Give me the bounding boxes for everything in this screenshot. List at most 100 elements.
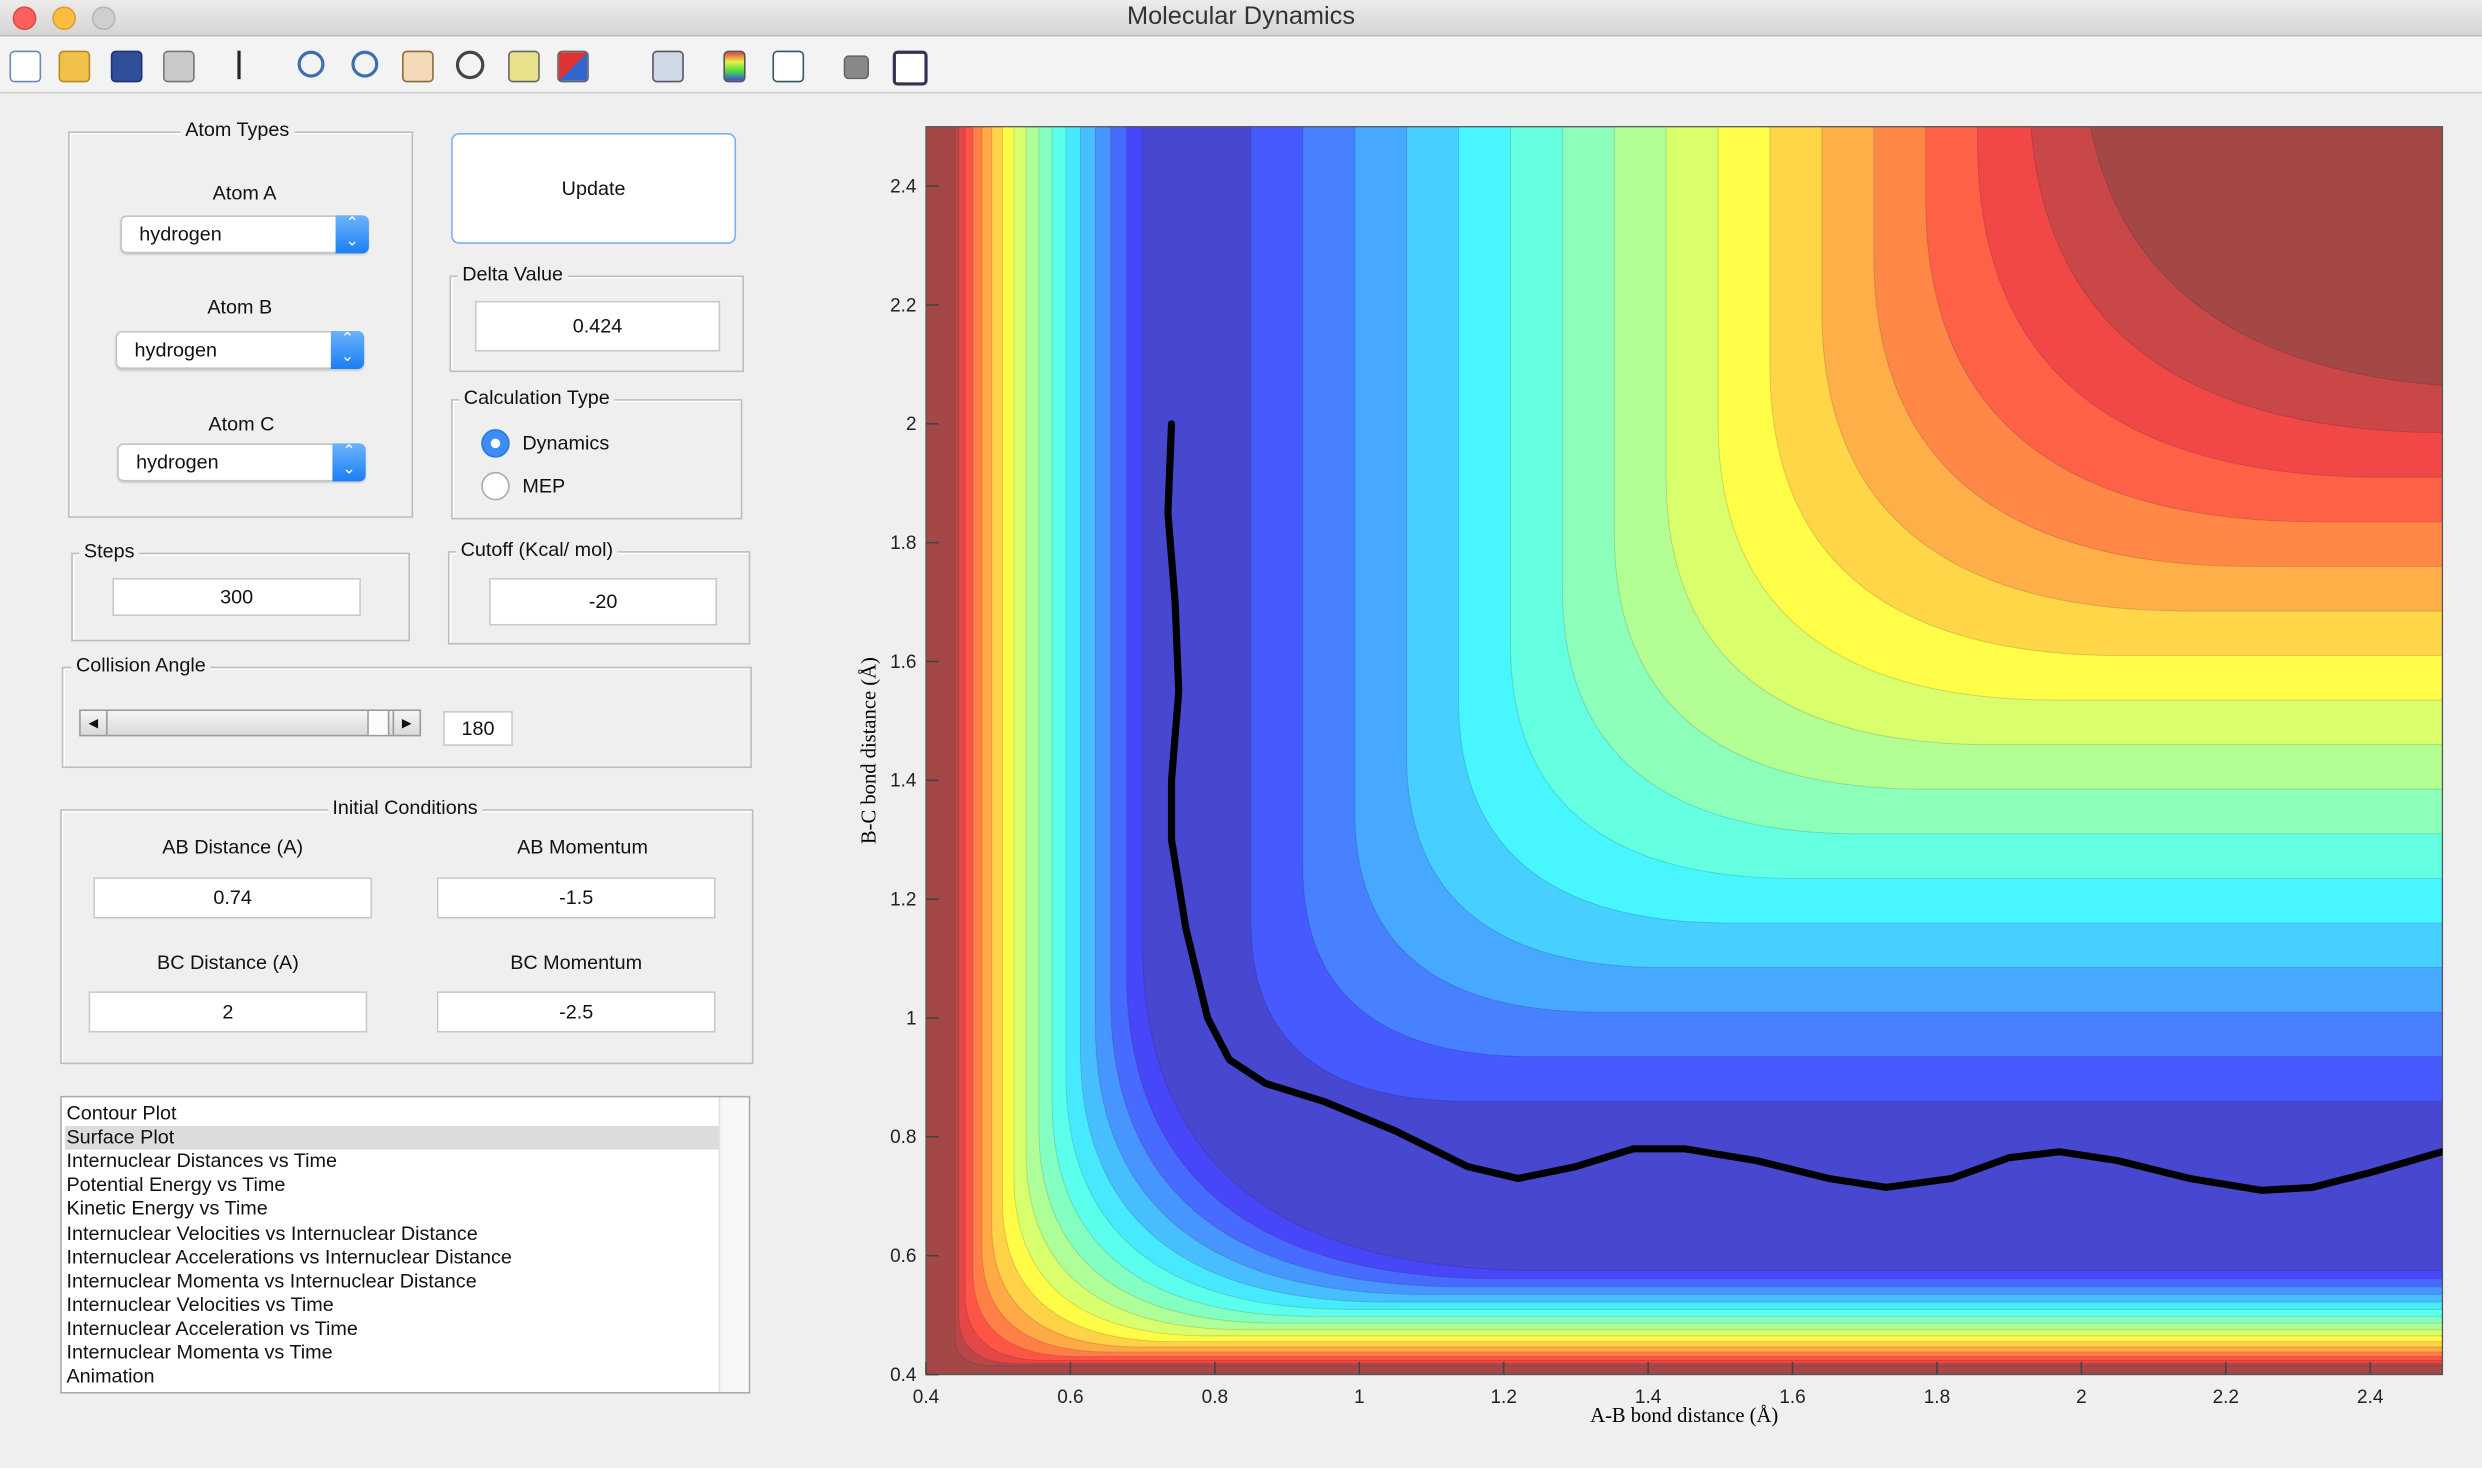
panel-title: Collision Angle [71, 654, 211, 677]
slider-thumb[interactable] [367, 711, 390, 735]
slider-right-arrow[interactable]: ▶ [392, 711, 420, 735]
atom-dropdown[interactable]: hydrogen ⌃ ⌄ [117, 443, 366, 482]
brush[interactable] [557, 50, 589, 83]
list-item[interactable]: Internuclear Acceleration vs Time [66, 1317, 358, 1340]
radio-button[interactable] [481, 471, 510, 501]
list-item[interactable]: Internuclear Velocities vs Internuclear … [66, 1221, 478, 1244]
list-item[interactable]: Animation [66, 1365, 155, 1388]
radio-label: MEP [522, 475, 566, 498]
steps-input[interactable]: 300 [112, 578, 361, 617]
cutoff-input[interactable]: -20 [489, 578, 718, 626]
list-item[interactable]: Internuclear Momenta vs Internuclear Dis… [66, 1269, 477, 1292]
pan[interactable] [402, 50, 434, 83]
field-label: BC Momentum [510, 951, 643, 974]
atom-dropdown[interactable]: hydrogen ⌃ ⌄ [115, 330, 365, 369]
y-tick-label: 1.4 [890, 771, 916, 792]
x-axis-label: A-B bond distance (Å) [1590, 1405, 1778, 1427]
data-cursor[interactable] [508, 50, 540, 83]
panel-title: Atom Types [180, 118, 295, 141]
dropdown-arrow: ⌃ ⌄ [332, 443, 366, 482]
select-tool[interactable] [237, 50, 259, 80]
hide-plot-tools[interactable] [843, 55, 870, 80]
link-plot[interactable] [652, 50, 684, 83]
list-item[interactable]: Surface Plot [64, 1126, 719, 1150]
minimize-button[interactable] [52, 6, 76, 31]
x-tick-label: 2 [2076, 1387, 2087, 1408]
close-button[interactable] [12, 6, 37, 31]
delta-value-panel: Delta Value [449, 262, 744, 373]
delta-value-input[interactable]: 0.424 [474, 300, 721, 352]
radio-label: Dynamics [522, 432, 610, 455]
bc-distance-input[interactable]: 2 [88, 991, 368, 1033]
field-label: BC Distance (A) [157, 951, 299, 974]
list-item[interactable]: Internuclear Velocities vs Time [66, 1293, 334, 1316]
x-tick-label: 0.6 [1057, 1387, 1083, 1408]
x-tick-label: 2.2 [2213, 1387, 2239, 1408]
show-plot-tools[interactable] [892, 50, 928, 86]
y-tick-label: 2.2 [890, 295, 916, 316]
collision-angle-panel: Collision Angle [61, 654, 752, 769]
axes-box [925, 126, 2444, 1376]
list-item[interactable]: Internuclear Distances vs Time [66, 1149, 338, 1173]
zoom-in[interactable] [297, 50, 325, 78]
dropdown-value: hydrogen [134, 338, 218, 362]
x-tick-label: 0.4 [913, 1387, 939, 1408]
plot-type-list: Contour Plot Surface Plot Internuclear Dis… [60, 1095, 751, 1394]
ab-momentum-input[interactable]: -1.5 [436, 877, 716, 919]
insert-colorbar[interactable] [723, 50, 746, 83]
zoom-button[interactable] [91, 6, 116, 31]
print[interactable] [163, 50, 195, 83]
y-tick-label: 1.2 [890, 890, 916, 911]
list-scrollbar[interactable] [718, 1097, 749, 1392]
window-title: Molecular Dynamics [1126, 3, 1355, 31]
rotate[interactable] [455, 50, 485, 80]
x-tick-label: 1 [1354, 1387, 1365, 1408]
title-bar: Molecular Dynamics [0, 0, 2482, 37]
dropdown-value: hydrogen [139, 223, 222, 246]
y-tick-label: 0.6 [890, 1246, 916, 1267]
potential-surface [926, 126, 2443, 1375]
surface-band [2089, 126, 2443, 386]
list-item[interactable]: Internuclear Accelerations vs Internucle… [66, 1245, 512, 1268]
x-tick-label: 2.4 [2357, 1387, 2383, 1408]
y-tick-label: 2.4 [890, 176, 916, 197]
y-tick-label: 0.4 [890, 1365, 916, 1386]
y-tick-label: 2 [906, 414, 917, 435]
list-item[interactable]: Internuclear Momenta vs Time [66, 1341, 333, 1364]
initial-conditions-panel: Initial Conditions [60, 796, 754, 1065]
atom-label: Atom C [208, 413, 275, 436]
atom-types-panel: Atom Types [68, 118, 414, 518]
dropdown-value: hydrogen [136, 451, 219, 474]
ab-distance-input[interactable]: 0.74 [93, 877, 372, 919]
angle-input[interactable]: 180 [443, 711, 513, 746]
new-figure[interactable] [9, 50, 42, 83]
list-item[interactable]: Kinetic Energy vs Time [66, 1197, 268, 1220]
x-tick-label: 1.2 [1490, 1387, 1516, 1408]
y-tick-label: 0.8 [890, 1127, 916, 1148]
open-file[interactable] [58, 50, 91, 83]
angle-slider[interactable]: ◀ ▶ [79, 709, 422, 737]
cutoff-panel: Cutoff (Kcal/ mol) [447, 538, 751, 645]
update-button[interactable]: Update [451, 133, 737, 244]
panel-title: Initial Conditions [327, 796, 483, 819]
button-label: Update [561, 177, 626, 200]
save[interactable] [110, 50, 143, 83]
dropdown-arrow: ⌃ ⌄ [330, 330, 365, 369]
y-axis-label: B-C bond distance (Å) [858, 657, 880, 844]
list-item[interactable]: Contour Plot [66, 1102, 177, 1125]
y-tick-label: 1 [906, 1008, 917, 1029]
bc-momentum-input[interactable]: -2.5 [436, 991, 716, 1033]
atom-label: Atom B [207, 296, 273, 319]
radio-button[interactable] [481, 429, 510, 458]
panel-title: Cutoff (Kcal/ mol) [455, 538, 618, 561]
insert-legend[interactable] [772, 50, 805, 83]
list-item[interactable]: Potential Energy vs Time [66, 1173, 286, 1197]
x-tick-label: 0.8 [1202, 1387, 1228, 1408]
panel-title: Calculation Type [459, 386, 615, 409]
atom-dropdown[interactable]: hydrogen ⌃ ⌄ [120, 215, 369, 254]
y-tick-label: 1.6 [890, 652, 916, 673]
panel-title: Delta Value [457, 262, 568, 286]
slider-left-arrow[interactable]: ◀ [81, 711, 108, 735]
zoom-out[interactable] [351, 50, 379, 78]
